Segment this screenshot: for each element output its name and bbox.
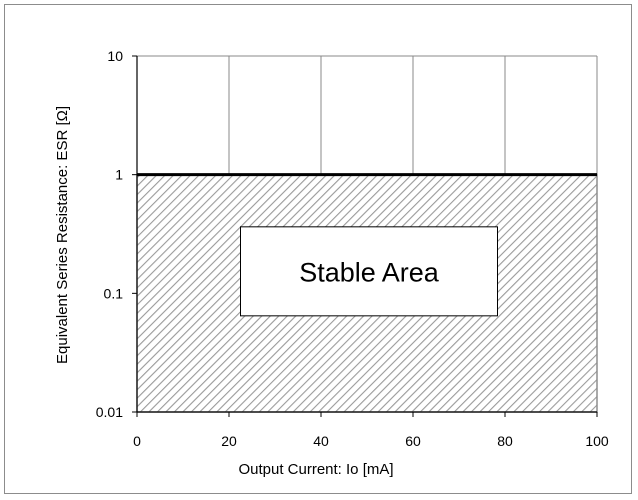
x-tick-label: 60 bbox=[405, 433, 421, 449]
y-tick-label: 1 bbox=[115, 167, 123, 183]
y-tick-label: 0.1 bbox=[104, 285, 124, 301]
stable-area-label: Stable Area bbox=[299, 257, 440, 287]
y-tick-label: 10 bbox=[107, 48, 123, 64]
y-tick-label: 0.01 bbox=[96, 404, 123, 420]
x-tick-label: 0 bbox=[133, 433, 141, 449]
x-tick-label: 40 bbox=[313, 433, 329, 449]
x-axis-title: Output Current: Io [mA] bbox=[238, 461, 393, 478]
y-axis-title: Equivalent Series Resistance: ESR [Ω] bbox=[54, 106, 71, 364]
x-tick-label: 100 bbox=[585, 433, 609, 449]
x-tick-label: 80 bbox=[497, 433, 513, 449]
x-tick-label: 20 bbox=[221, 433, 237, 449]
stable-area-label-box bbox=[240, 226, 498, 317]
